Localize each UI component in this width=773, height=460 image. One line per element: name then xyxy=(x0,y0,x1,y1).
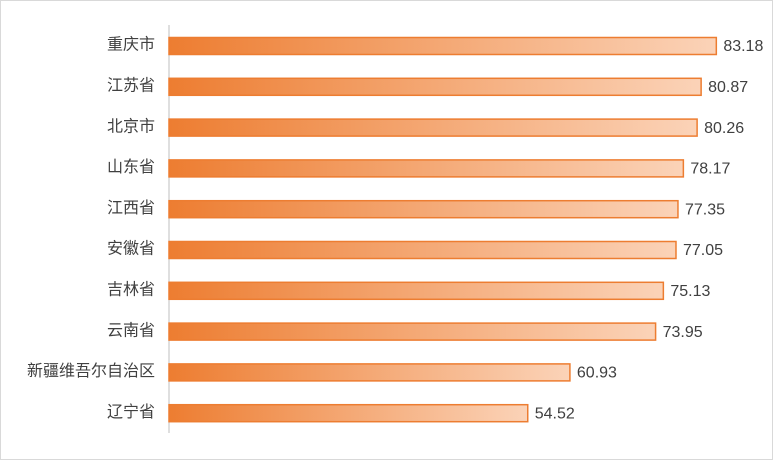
category-label: 云南省 xyxy=(107,321,155,339)
category-label: 新疆维吾尔自治区 xyxy=(27,362,155,380)
bar xyxy=(168,199,679,219)
category-label: 辽宁省 xyxy=(107,403,155,421)
bar xyxy=(168,281,665,301)
value-label: 54.52 xyxy=(535,405,575,422)
category-label: 重庆市 xyxy=(107,36,155,54)
category-label: 山东省 xyxy=(107,158,155,176)
value-label: 60.93 xyxy=(577,365,617,382)
category-label: 江西省 xyxy=(107,199,155,217)
value-label: 80.26 xyxy=(704,120,744,137)
bar xyxy=(168,322,657,341)
bar xyxy=(168,240,677,260)
bar xyxy=(168,36,718,56)
bar xyxy=(168,403,529,423)
value-label: 78.17 xyxy=(690,161,730,178)
bar xyxy=(168,363,571,382)
category-label: 江苏省 xyxy=(107,76,155,94)
category-label: 北京市 xyxy=(107,117,155,135)
bar xyxy=(168,118,698,137)
value-label: 75.13 xyxy=(670,283,710,300)
value-label: 77.05 xyxy=(683,242,723,259)
value-label: 77.35 xyxy=(685,201,725,218)
category-label: 吉林省 xyxy=(107,280,155,298)
category-label: 安徽省 xyxy=(107,240,155,258)
bar xyxy=(168,77,702,97)
value-label: 80.87 xyxy=(708,79,748,96)
value-label: 83.18 xyxy=(723,38,763,55)
value-label: 73.95 xyxy=(663,324,703,341)
bar xyxy=(168,159,685,178)
